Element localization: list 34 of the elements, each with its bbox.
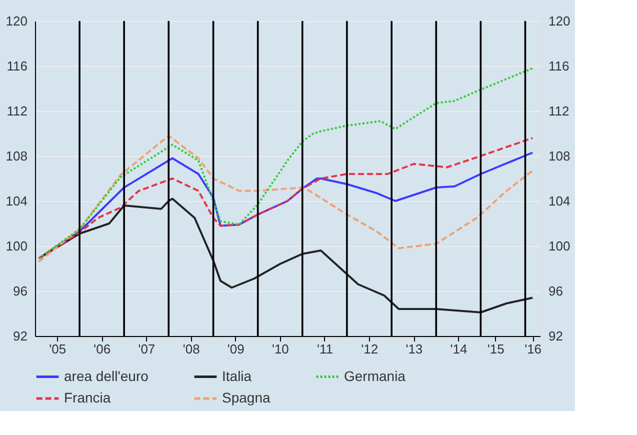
y2-tick-label: 108 bbox=[548, 148, 570, 164]
legend-label: Francia bbox=[64, 390, 111, 406]
x-tick-label: '15 bbox=[487, 342, 504, 356]
y2-tick-label: 92 bbox=[548, 328, 563, 344]
y2-tick-label: 120 bbox=[548, 14, 570, 28]
x-tick-label: '11 bbox=[316, 342, 333, 356]
x-tick-label: '07 bbox=[138, 342, 156, 356]
y2-tick-label: 100 bbox=[548, 238, 570, 254]
x-tick-label: '08 bbox=[182, 342, 200, 356]
x-tick-label: '16 bbox=[524, 342, 542, 356]
y2-tick-label: 116 bbox=[548, 58, 570, 74]
y-tick-label: 112 bbox=[6, 104, 28, 118]
x-tick-label: '05 bbox=[49, 342, 66, 356]
y-tick-label: 108 bbox=[6, 148, 28, 164]
y2-tick-label: 96 bbox=[548, 284, 563, 298]
y2-tick-label: 104 bbox=[548, 194, 570, 208]
x-tick-label: '12 bbox=[361, 342, 378, 356]
y2-tick-label: 112 bbox=[548, 104, 570, 118]
legend-label: Spagna bbox=[222, 390, 270, 406]
legend-label: area dell'euro bbox=[64, 368, 149, 384]
x-tick-label: '13 bbox=[406, 342, 423, 356]
x-tick-label: '14 bbox=[450, 342, 468, 356]
legend-label: Germania bbox=[344, 368, 406, 384]
y-tick-label: 104 bbox=[6, 194, 28, 208]
y-tick-label: 100 bbox=[6, 238, 28, 254]
y-tick-label: 92 bbox=[13, 328, 28, 344]
y-tick-label: 96 bbox=[13, 284, 28, 298]
legend-label: Italia bbox=[222, 368, 252, 384]
line-series bbox=[38, 67, 534, 260]
y-tick-label: 120 bbox=[6, 14, 28, 28]
x-tick-label: '09 bbox=[227, 342, 244, 356]
y-tick-label: 116 bbox=[6, 58, 28, 74]
x-tick-label: '10 bbox=[272, 342, 289, 356]
x-tick-label: '06 bbox=[94, 342, 111, 356]
